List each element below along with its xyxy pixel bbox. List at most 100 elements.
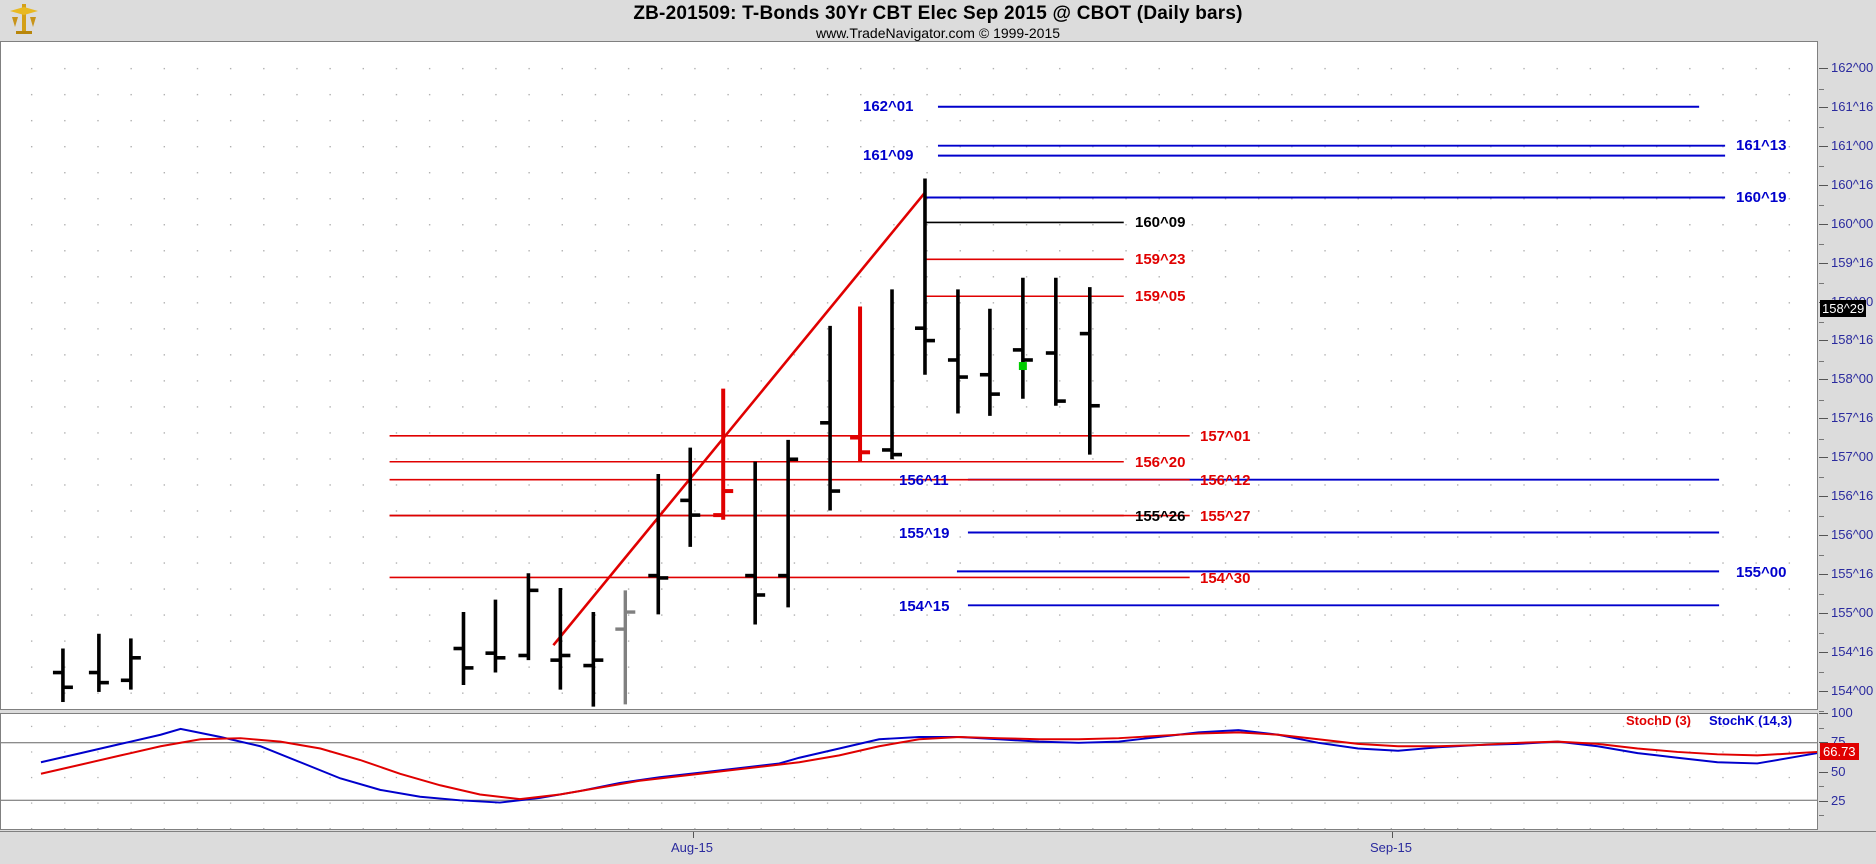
ohlc-bar xyxy=(615,590,636,705)
price-level-label-156^11: 156^11 xyxy=(899,472,949,489)
price-axis-tick xyxy=(1819,612,1828,614)
current-stoch-tag: 66.73 xyxy=(1820,742,1859,760)
price-level-label-160^09: 160^09 xyxy=(1135,214,1186,231)
price-axis-tick xyxy=(1819,184,1828,186)
price-axis-minor-tick xyxy=(1819,321,1824,323)
stochastic-axis[interactable]: 100 75 50 25 66.73 xyxy=(1819,705,1876,830)
price-axis-minor-tick xyxy=(1819,633,1824,635)
ohlc-bar xyxy=(648,473,669,615)
price-axis[interactable]: 162^00161^16161^00160^16160^00159^16159^… xyxy=(1819,41,1876,712)
ohlc-bar xyxy=(947,289,968,414)
price-axis-label: 159^16 xyxy=(1831,254,1874,270)
stoch-axis-minor-tick xyxy=(1819,815,1824,817)
price-axis-tick xyxy=(1819,690,1828,692)
price-axis-label: 161^00 xyxy=(1831,138,1874,154)
ohlc-bar xyxy=(914,178,935,375)
ohlc-bar xyxy=(680,447,701,547)
page-title: ZB-201509: T-Bonds 30Yr CBT Elec Sep 201… xyxy=(633,3,1243,24)
price-axis-label: 157^00 xyxy=(1831,449,1874,465)
price-level-label-155^19: 155^19 xyxy=(899,525,950,542)
price-axis-tick xyxy=(1819,262,1828,264)
price-level-label-155^00: 155^00 xyxy=(1736,564,1787,581)
ohlc-bar xyxy=(979,308,1000,416)
price-axis-tick xyxy=(1819,340,1828,342)
stoch-axis-label: 50 xyxy=(1831,763,1846,779)
price-axis-minor-tick xyxy=(1819,710,1824,712)
price-axis-tick xyxy=(1819,379,1828,381)
price-axis-label: 154^00 xyxy=(1831,682,1874,698)
date-axis[interactable]: Aug-15 Sep-15 xyxy=(0,831,1876,864)
price-axis-label: 162^00 xyxy=(1831,60,1874,76)
price-level-label-159^05: 159^05 xyxy=(1135,288,1186,305)
price-level-label-162^01: 162^01 xyxy=(863,98,914,115)
stoch-axis-tick xyxy=(1819,771,1828,773)
stoch-d-legend: StochD (3) xyxy=(1626,713,1691,728)
price-axis-minor-tick xyxy=(1819,166,1824,168)
ohlc-bar xyxy=(453,612,474,685)
ohlc-bar xyxy=(778,439,799,608)
ohlc-bar xyxy=(745,461,766,625)
ohlc-bar xyxy=(120,638,141,690)
price-axis-label: 155^00 xyxy=(1831,604,1874,620)
price-axis-label: 160^16 xyxy=(1831,176,1874,192)
stochastic-plot-svg xyxy=(1,725,1817,829)
ohlc-bar xyxy=(882,289,903,460)
price-level-label-156^20: 156^20 xyxy=(1135,454,1186,471)
ohlc-bar xyxy=(485,599,506,673)
price-axis-tick xyxy=(1819,223,1828,225)
price-level-label-159^23: 159^23 xyxy=(1135,251,1186,268)
price-axis-label: 161^16 xyxy=(1831,99,1874,115)
price-level-label-155^26: 155^26 xyxy=(1135,508,1186,525)
ohlc-bar xyxy=(52,648,73,703)
price-chart-panel[interactable]: 162^01 161^09 161^13 160^19 160^09 159^23 159^… xyxy=(0,41,1818,746)
ohlc-bar xyxy=(713,388,734,520)
price-axis-minor-tick xyxy=(1819,399,1824,401)
rising-trendline xyxy=(552,191,926,647)
ohlc-bar xyxy=(583,612,604,707)
stoch-axis-tick xyxy=(1819,800,1828,802)
price-level-label-161^13: 161^13 xyxy=(1736,137,1787,154)
stoch-axis-label: 25 xyxy=(1831,792,1846,808)
price-axis-tick xyxy=(1819,534,1828,536)
stoch-axis-tick xyxy=(1819,713,1828,714)
stoch-grid xyxy=(30,725,1790,829)
price-axis-minor-tick xyxy=(1819,244,1824,246)
stochastic-panel[interactable] xyxy=(0,713,1818,830)
price-axis-minor-tick xyxy=(1819,477,1824,479)
price-axis-minor-tick xyxy=(1819,555,1824,557)
ohlc-bar xyxy=(1045,277,1066,406)
price-axis-label: 160^00 xyxy=(1831,215,1874,231)
price-level-label-154^30: 154^30 xyxy=(1200,570,1251,587)
price-axis-tick xyxy=(1819,457,1828,459)
chart-subtitle: www.TradeNavigator.com © 1999-2015 xyxy=(815,25,1061,41)
ohlc-bar xyxy=(550,588,571,690)
ohlc-bar xyxy=(518,573,539,661)
ohlc-bar xyxy=(820,325,841,511)
price-axis-minor-tick xyxy=(1819,594,1824,596)
price-level-label-155^27: 155^27 xyxy=(1200,508,1251,525)
price-level-label-154^15: 154^15 xyxy=(899,598,950,615)
current-price-tag: 158^29 xyxy=(1820,300,1867,318)
price-axis-label: 158^16 xyxy=(1831,332,1874,348)
stoch-series-StochD xyxy=(40,731,1817,801)
price-axis-minor-tick xyxy=(1819,360,1824,362)
price-axis-minor-tick xyxy=(1819,438,1824,440)
level-lines xyxy=(389,105,1726,607)
ohlc-bars xyxy=(52,178,1100,707)
price-axis-minor-tick xyxy=(1819,88,1824,90)
ohlc-bar xyxy=(850,306,871,462)
price-level-label-161^09: 161^09 xyxy=(863,147,914,164)
ohlc-bar xyxy=(1012,277,1033,399)
price-axis-minor-tick xyxy=(1819,516,1824,518)
price-level-label-157^01: 157^01 xyxy=(1200,428,1251,445)
chart-header: ZB-201509: T-Bonds 30Yr CBT Elec Sep 201… xyxy=(0,0,1876,41)
date-axis-label-Sep-15: Sep-15 xyxy=(1370,840,1412,855)
tradenavigator-logo-icon xyxy=(4,1,44,39)
price-axis-tick xyxy=(1819,68,1828,70)
price-axis-tick xyxy=(1819,146,1828,148)
price-axis-label: 155^16 xyxy=(1831,565,1874,581)
price-axis-minor-tick xyxy=(1819,283,1824,284)
price-axis-minor-tick xyxy=(1819,205,1824,207)
price-axis-tick xyxy=(1819,418,1828,420)
